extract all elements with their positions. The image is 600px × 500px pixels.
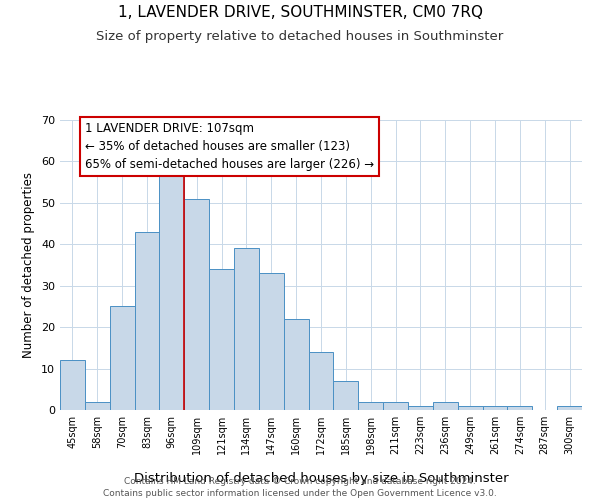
Text: Distribution of detached houses by size in Southminster: Distribution of detached houses by size …	[134, 472, 508, 485]
Bar	[110, 306, 134, 410]
Bar	[383, 402, 408, 410]
Bar	[60, 360, 85, 410]
Bar	[234, 248, 259, 410]
Bar	[557, 406, 582, 410]
Bar	[85, 402, 110, 410]
Text: 1, LAVENDER DRIVE, SOUTHMINSTER, CM0 7RQ: 1, LAVENDER DRIVE, SOUTHMINSTER, CM0 7RQ	[118, 5, 482, 20]
Bar	[160, 170, 184, 410]
Bar	[433, 402, 458, 410]
Bar	[209, 269, 234, 410]
Bar	[358, 402, 383, 410]
Text: 1 LAVENDER DRIVE: 107sqm
← 35% of detached houses are smaller (123)
65% of semi-: 1 LAVENDER DRIVE: 107sqm ← 35% of detach…	[85, 122, 374, 171]
Bar	[184, 198, 209, 410]
Bar	[308, 352, 334, 410]
Y-axis label: Number of detached properties: Number of detached properties	[22, 172, 35, 358]
Bar	[458, 406, 482, 410]
Text: Contains HM Land Registry data © Crown copyright and database right 2024.
Contai: Contains HM Land Registry data © Crown c…	[103, 476, 497, 498]
Bar	[334, 381, 358, 410]
Bar	[259, 274, 284, 410]
Bar	[284, 319, 308, 410]
Bar	[508, 406, 532, 410]
Text: Size of property relative to detached houses in Southminster: Size of property relative to detached ho…	[97, 30, 503, 43]
Bar	[134, 232, 160, 410]
Bar	[408, 406, 433, 410]
Bar	[482, 406, 508, 410]
